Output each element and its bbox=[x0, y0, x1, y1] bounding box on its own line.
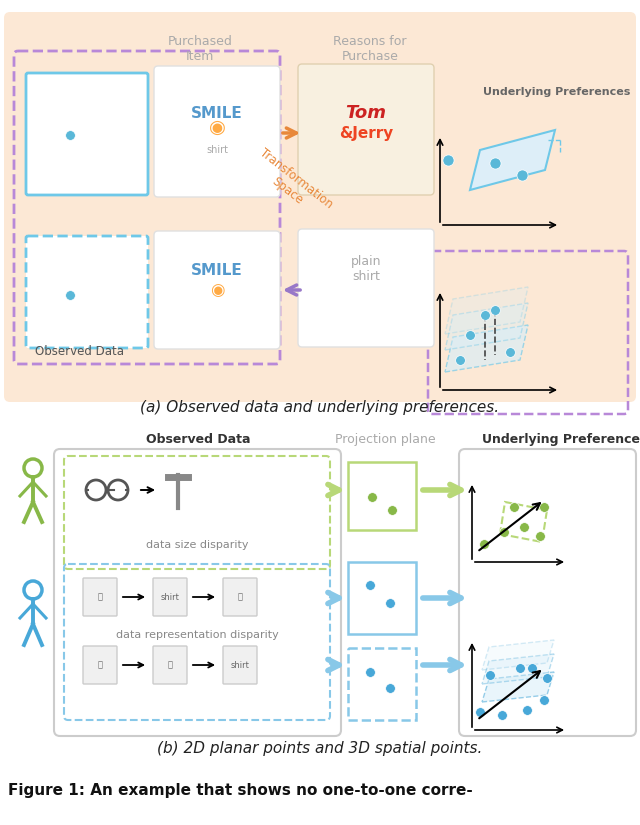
Text: SMILE: SMILE bbox=[191, 263, 243, 278]
Text: Observed Data: Observed Data bbox=[35, 345, 124, 358]
Text: Observed Data: Observed Data bbox=[146, 433, 250, 446]
Polygon shape bbox=[445, 325, 528, 372]
Text: Tom: Tom bbox=[346, 104, 387, 122]
FancyBboxPatch shape bbox=[83, 646, 117, 684]
Text: (a) Observed data and underlying preferences.: (a) Observed data and underlying prefere… bbox=[140, 400, 500, 415]
Text: (b) 2D planar points and 3D spatial points.: (b) 2D planar points and 3D spatial poin… bbox=[157, 741, 483, 756]
Polygon shape bbox=[482, 640, 554, 670]
Text: Underlying Preferences: Underlying Preferences bbox=[483, 433, 640, 446]
Text: ⌚: ⌚ bbox=[168, 661, 173, 670]
FancyBboxPatch shape bbox=[223, 646, 257, 684]
Text: ⌚: ⌚ bbox=[237, 592, 243, 601]
Text: Underlying Preferences: Underlying Preferences bbox=[483, 87, 630, 97]
FancyBboxPatch shape bbox=[154, 66, 280, 197]
FancyBboxPatch shape bbox=[298, 64, 434, 195]
Polygon shape bbox=[470, 130, 555, 190]
FancyBboxPatch shape bbox=[26, 236, 148, 348]
FancyBboxPatch shape bbox=[348, 462, 416, 530]
Polygon shape bbox=[445, 287, 528, 334]
FancyBboxPatch shape bbox=[4, 12, 636, 402]
Text: ◉: ◉ bbox=[209, 118, 225, 137]
Text: Purchased
Item: Purchased Item bbox=[168, 35, 232, 63]
Text: 📱: 📱 bbox=[97, 592, 102, 601]
Text: data size disparity: data size disparity bbox=[146, 540, 248, 550]
FancyBboxPatch shape bbox=[223, 578, 257, 616]
Text: plain
shirt: plain shirt bbox=[351, 255, 381, 283]
Text: shirt: shirt bbox=[206, 145, 228, 155]
Text: ◉: ◉ bbox=[210, 281, 224, 299]
Text: Figure 1: An example that shows no one-to-one corre-: Figure 1: An example that shows no one-t… bbox=[8, 782, 473, 798]
Text: shirt: shirt bbox=[230, 661, 250, 670]
FancyBboxPatch shape bbox=[153, 578, 187, 616]
FancyBboxPatch shape bbox=[54, 449, 341, 736]
FancyBboxPatch shape bbox=[26, 73, 148, 195]
Text: SMILE: SMILE bbox=[191, 106, 243, 121]
Text: Projection plane: Projection plane bbox=[335, 433, 435, 446]
FancyBboxPatch shape bbox=[459, 449, 636, 736]
Text: shirt: shirt bbox=[161, 592, 179, 601]
FancyBboxPatch shape bbox=[153, 646, 187, 684]
Polygon shape bbox=[445, 303, 528, 350]
Text: 📱: 📱 bbox=[97, 661, 102, 670]
Polygon shape bbox=[482, 672, 554, 702]
Text: data representation disparity: data representation disparity bbox=[116, 630, 278, 640]
Text: Reasons for
Purchase: Reasons for Purchase bbox=[333, 35, 407, 63]
FancyBboxPatch shape bbox=[348, 562, 416, 634]
Text: &Jerry: &Jerry bbox=[339, 126, 393, 141]
FancyBboxPatch shape bbox=[298, 229, 434, 347]
Polygon shape bbox=[482, 654, 554, 684]
Text: Transformation
Space: Transformation Space bbox=[248, 146, 335, 223]
FancyBboxPatch shape bbox=[154, 231, 280, 349]
FancyBboxPatch shape bbox=[83, 578, 117, 616]
